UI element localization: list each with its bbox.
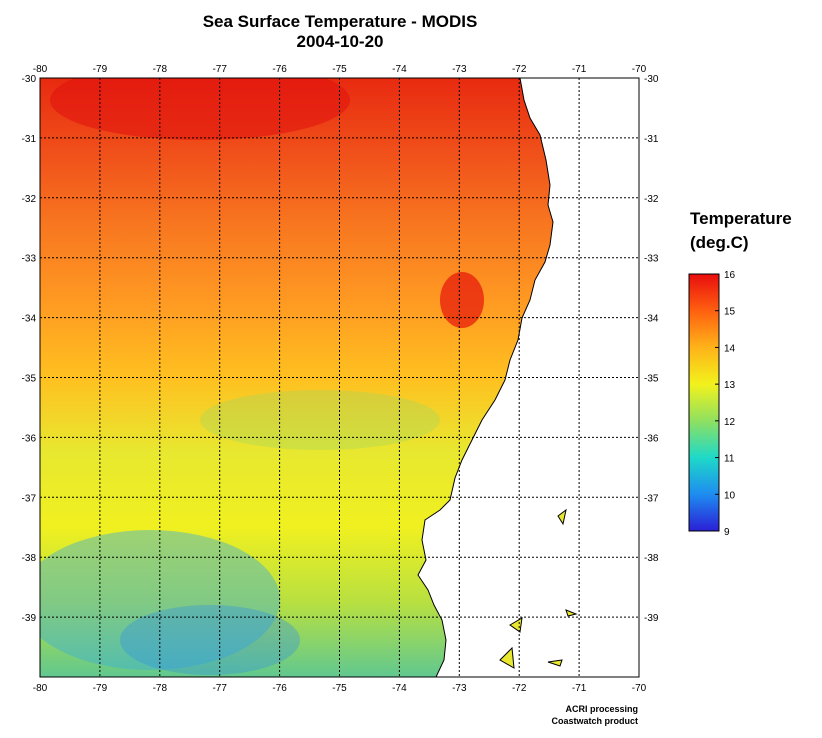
lon-tick-label-top: -73 [452, 64, 467, 75]
lon-tick-label-top: -77 [212, 64, 227, 75]
legend-tick-label: 14 [724, 343, 736, 354]
lat-tick-label-left: -33 [22, 254, 37, 265]
lat-tick-label-right: -37 [644, 493, 659, 504]
lat-tick-label-right: -36 [644, 433, 659, 444]
map-date: 2004-10-20 [296, 32, 384, 51]
axis-tick-labels: -80 -80 -79 -79 -78 -78 -77 -77 -76 -76 -75 -75 -74 -… [22, 64, 659, 694]
legend-tick-label: 13 [724, 380, 736, 391]
lon-tick-label-bottom: -76 [272, 683, 287, 694]
lon-tick-label-top: -76 [272, 64, 287, 75]
lat-tick-label-right: -31 [644, 134, 659, 145]
legend-tick-label: 10 [724, 490, 736, 501]
credit-product: Coastwatch product [551, 716, 638, 726]
lat-tick-label-left: -30 [22, 74, 37, 85]
lat-tick-label-right: -33 [644, 254, 659, 265]
lon-tick-label-top: -72 [512, 64, 527, 75]
lat-tick-label-right: -34 [644, 314, 659, 325]
lon-tick-label-bottom: -79 [93, 683, 108, 694]
legend-tick-label: 9 [724, 527, 730, 538]
lon-tick-label-top: -80 [33, 64, 48, 75]
legend-tick-label: 12 [724, 417, 736, 428]
lat-tick-label-right: -38 [644, 553, 659, 564]
lon-tick-label-bottom: -71 [572, 683, 587, 694]
lat-tick-label-left: -37 [22, 493, 37, 504]
legend-colorbar [688, 273, 720, 532]
lat-tick-label-left: -36 [22, 433, 37, 444]
lat-tick-label-left: -39 [22, 613, 37, 624]
lat-tick-label-left: -31 [22, 134, 37, 145]
warm-patch-north [50, 78, 350, 140]
credit-processing: ACRI processing [565, 704, 638, 714]
lon-tick-label-top: -71 [572, 64, 587, 75]
lon-tick-label-top: -79 [93, 64, 108, 75]
lat-tick-label-right: -35 [644, 374, 659, 385]
cool-patch-south [120, 605, 300, 675]
map-frame [39, 77, 640, 678]
lon-tick-label-top: -75 [332, 64, 347, 75]
lat-tick-label-right: -32 [644, 194, 659, 205]
warm-eddy [440, 272, 484, 328]
lon-tick-label-top: -70 [632, 64, 647, 75]
lon-tick-label-bottom: -73 [452, 683, 467, 694]
lon-tick-label-top: -78 [153, 64, 168, 75]
lon-tick-label-bottom: -78 [153, 683, 168, 694]
lat-tick-label-left: -34 [22, 314, 37, 325]
lon-tick-label-bottom: -72 [512, 683, 527, 694]
lat-tick-label-left: -38 [22, 553, 37, 564]
islands [499, 508, 578, 669]
lon-tick-label-bottom: -75 [332, 683, 347, 694]
cool-band-mid [200, 390, 440, 450]
legend-tick-label: 16 [724, 270, 736, 281]
map-title: Sea Surface Temperature - MODIS [202, 12, 478, 31]
legend-tick-label: 15 [724, 307, 736, 318]
lat-tick-label-right: -30 [644, 74, 659, 85]
lon-tick-label-top: -74 [392, 64, 407, 75]
lon-tick-label-bottom: -74 [392, 683, 407, 694]
legend-units: (deg.C) [690, 233, 749, 252]
legend-title: Temperature [690, 209, 792, 228]
lon-tick-label-bottom: -77 [212, 683, 227, 694]
lon-tick-label-bottom: -70 [632, 683, 647, 694]
lat-tick-label-left: -35 [22, 374, 37, 385]
legend-tick-label: 11 [724, 454, 735, 465]
lat-tick-label-right: -39 [644, 613, 659, 624]
legend-tick-labels: 16 15 14 13 12 11 10 9 [715, 270, 736, 538]
lat-tick-label-left: -32 [22, 194, 37, 205]
lon-tick-label-bottom: -80 [33, 683, 48, 694]
